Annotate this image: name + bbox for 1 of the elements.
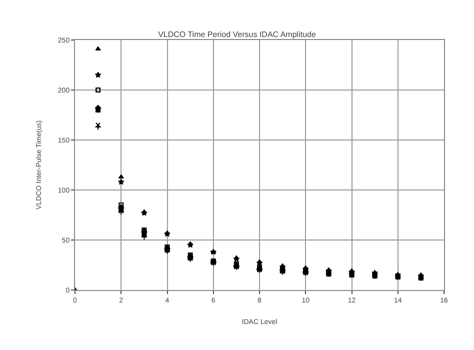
chart-title: VLDCO Time Period Versus IDAC Amplitude: [158, 30, 316, 39]
